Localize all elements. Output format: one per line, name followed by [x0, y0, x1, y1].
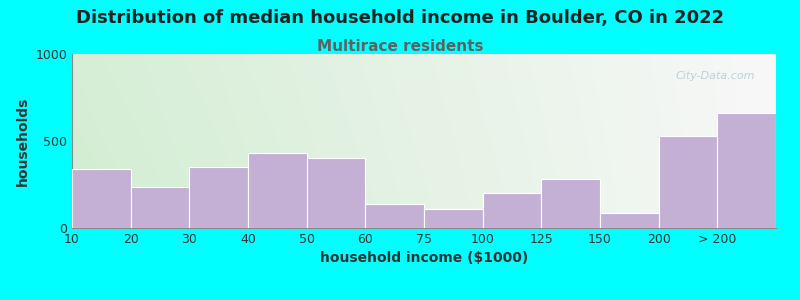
X-axis label: household income ($1000): household income ($1000) [320, 251, 528, 266]
Y-axis label: households: households [16, 96, 30, 186]
Text: Multirace residents: Multirace residents [317, 39, 483, 54]
Bar [72, 169, 130, 228]
Bar [718, 113, 776, 228]
Bar [248, 153, 306, 228]
Bar [424, 209, 482, 228]
Bar [366, 204, 424, 228]
Text: City-Data.com: City-Data.com [675, 71, 755, 81]
Bar [542, 179, 600, 228]
Text: Distribution of median household income in Boulder, CO in 2022: Distribution of median household income … [76, 9, 724, 27]
Bar [658, 136, 718, 228]
Bar [306, 158, 366, 228]
Bar [482, 193, 542, 228]
Bar [130, 187, 190, 228]
Bar [190, 167, 248, 228]
Bar [600, 213, 658, 228]
